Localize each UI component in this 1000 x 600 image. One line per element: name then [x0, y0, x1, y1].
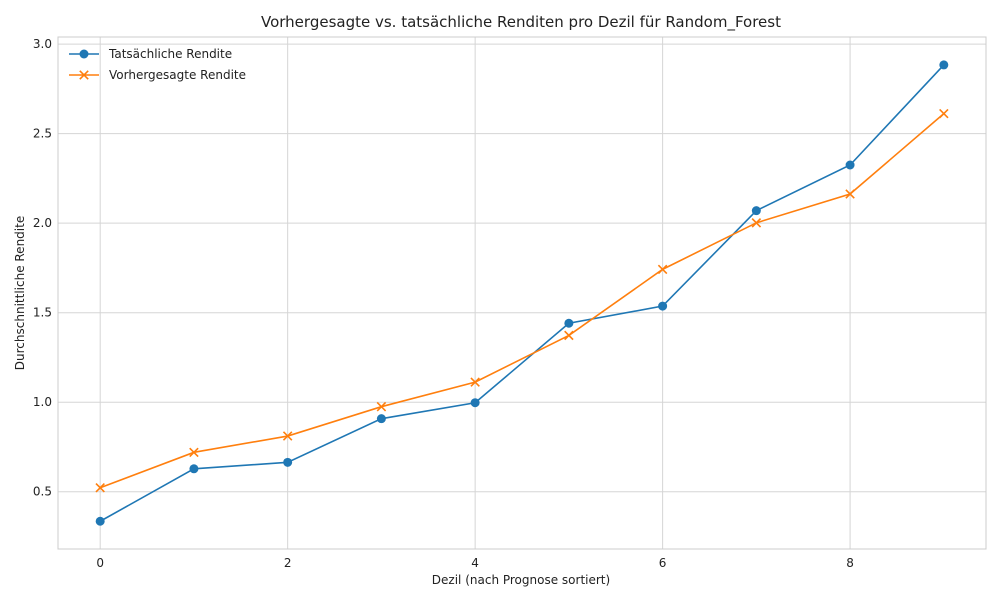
chart-title: Vorhergesagte vs. tatsächliche Renditen … [261, 13, 781, 32]
data-point [95, 516, 105, 526]
data-point [939, 60, 949, 70]
x-tick-label: 2 [284, 556, 292, 570]
series-predicted [95, 108, 949, 493]
series [95, 60, 949, 526]
legend-label: Vorhergesagte Rendite [109, 68, 246, 82]
x-tick-label: 8 [846, 556, 854, 570]
x-tick-label: 0 [96, 556, 104, 570]
data-point [658, 301, 668, 311]
data-point [95, 483, 105, 493]
data-point [376, 401, 387, 412]
data-point [939, 108, 949, 119]
y-tick-label: 2.5 [33, 127, 52, 141]
data-point [189, 447, 199, 458]
series-line [99, 64, 945, 522]
data-point [189, 464, 199, 474]
legend-item: Tatsächliche Rendite [69, 47, 232, 61]
data-point [845, 189, 855, 199]
data-point [283, 457, 293, 467]
y-tick-label: 0.5 [33, 485, 52, 499]
data-point [845, 160, 855, 170]
y-tick-label: 3.0 [33, 37, 52, 51]
data-point [564, 318, 574, 328]
y-axis-label: Durchschnittliche Rendite [13, 216, 27, 370]
grid [58, 37, 986, 549]
data-point [657, 264, 668, 275]
data-point [564, 330, 574, 341]
data-point [470, 377, 480, 387]
data-point [282, 431, 293, 441]
data-point [376, 414, 386, 424]
x-tick-label: 4 [471, 556, 479, 570]
legend: Tatsächliche Rendite Vorhergesagte Rendit… [69, 47, 246, 82]
y-tick-label: 1.5 [33, 306, 52, 320]
legend-label: Tatsächliche Rendite [108, 47, 232, 61]
tick-labels: 0 2 4 6 8 0.5 1.0 1.5 2.0 2.5 3.0 [33, 37, 854, 570]
series-line [99, 113, 945, 489]
y-tick-label: 1.0 [33, 395, 52, 409]
legend-marker [79, 70, 89, 80]
plot-frame [57, 36, 987, 550]
data-point [470, 398, 480, 408]
y-tick-label: 2.0 [33, 216, 52, 230]
x-tick-label: 6 [659, 556, 667, 570]
data-point [751, 218, 762, 228]
legend-marker [79, 49, 89, 59]
legend-item: Vorhergesagte Rendite [69, 68, 246, 82]
series-actual [95, 60, 949, 526]
x-axis-label: Dezil (nach Prognose sortiert) [432, 573, 610, 587]
data-point [751, 206, 761, 216]
